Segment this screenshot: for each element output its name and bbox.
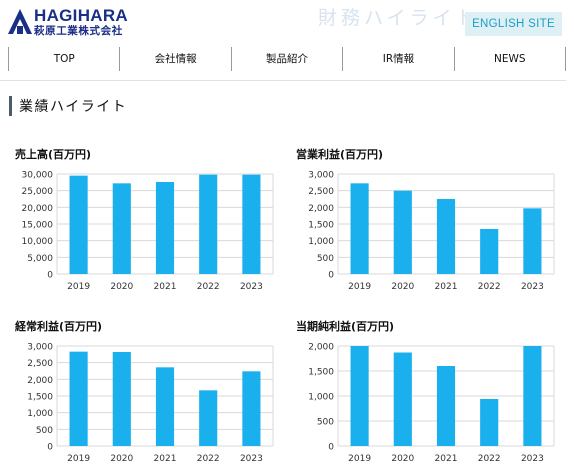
y-tick-label: 500 — [317, 254, 334, 264]
y-tick-label: 2,500 — [27, 359, 53, 369]
english-site-button[interactable]: ENGLISH SITE — [465, 12, 562, 36]
bar — [242, 174, 261, 274]
page-heading: 財務ハイライト — [318, 7, 479, 29]
y-tick-label: 2,000 — [308, 204, 334, 214]
y-tick-label: 20,000 — [22, 204, 54, 214]
bar — [242, 371, 261, 446]
y-tick-label: 30,000 — [22, 171, 54, 181]
x-tick-label: 2023 — [240, 454, 263, 464]
x-tick-label: 2022 — [197, 454, 220, 464]
x-tick-label: 2021 — [435, 454, 458, 464]
hagihara-logo-icon — [8, 9, 32, 34]
main-nav: TOP 会社情報 製品紹介 IR情報 NEWS — [8, 47, 566, 71]
bar — [199, 390, 218, 446]
x-tick-label: 2019 — [348, 282, 371, 292]
logo-name: HAGIHARA — [34, 6, 129, 25]
section-heading: 業績ハイライト — [9, 96, 127, 116]
x-tick-label: 2021 — [154, 454, 177, 464]
y-tick-label: 1,500 — [308, 221, 334, 231]
chart-net-income: 当期純利益(百万円) 0 500 1,000 1,500 2,000 2019 2020 20… — [296, 318, 564, 468]
x-tick-label: 2020 — [110, 282, 133, 292]
bar — [112, 352, 131, 446]
y-tick-label: 500 — [317, 418, 334, 428]
x-tick-label: 2023 — [521, 282, 544, 292]
bar — [393, 190, 412, 274]
chart-net-sales: 売上高(百万円) 0 5,000 10,000 15,000 20,000 25,000 3… — [15, 146, 283, 296]
y-tick-label: 3,000 — [27, 343, 53, 353]
bar — [350, 183, 369, 274]
bar — [480, 229, 499, 274]
bar — [523, 346, 542, 446]
bar — [112, 183, 131, 274]
bar — [523, 208, 542, 274]
bar-chart-svg: 0 500 1,000 1,500 2,000 2019 2020 2021 2022 2023 — [308, 343, 555, 464]
y-tick-label: 25,000 — [22, 187, 54, 197]
x-tick-label: 2019 — [67, 454, 90, 464]
chart-title: 営業利益(百万円) — [296, 148, 384, 161]
logo-subtitle: 萩原工業株式会社 — [34, 25, 123, 37]
nav-item-top[interactable]: TOP — [9, 47, 121, 71]
y-tick-label: 2,000 — [27, 376, 53, 386]
bar — [69, 175, 88, 274]
y-tick-label: 1,000 — [27, 409, 53, 419]
nav-item-company[interactable]: 会社情報 — [120, 47, 232, 71]
bar-chart-svg: 0 5,000 10,000 15,000 20,000 25,000 30,000 2019… — [22, 171, 274, 292]
x-tick-label: 2023 — [240, 282, 263, 292]
y-tick-label: 1,000 — [308, 393, 334, 403]
x-tick-label: 2023 — [521, 454, 544, 464]
y-tick-label: 1,000 — [308, 237, 334, 247]
x-tick-label: 2021 — [154, 282, 177, 292]
nav-divider — [0, 80, 566, 81]
y-tick-label: 10,000 — [22, 237, 54, 247]
x-tick-label: 2022 — [478, 282, 501, 292]
x-tick-label: 2022 — [478, 454, 501, 464]
y-tick-label: 15,000 — [22, 221, 54, 231]
x-tick-label: 2020 — [391, 454, 414, 464]
y-tick-label: 0 — [47, 443, 53, 453]
section-title: 業績ハイライト — [19, 99, 128, 115]
bar-chart-svg: 0 500 1,000 1,500 2,000 2,500 3,000 2019 2020 202… — [27, 343, 274, 464]
x-tick-label: 2021 — [435, 282, 458, 292]
bar — [69, 351, 88, 446]
y-tick-label: 1,500 — [308, 368, 334, 378]
y-tick-label: 0 — [328, 443, 334, 453]
chart-title: 売上高(百万円) — [15, 148, 92, 161]
bar — [350, 346, 369, 446]
chart-title: 経常利益(百万円) — [15, 320, 103, 333]
x-tick-label: 2020 — [110, 454, 133, 464]
section-accent-bar — [9, 96, 12, 116]
nav-item-news[interactable]: NEWS — [455, 47, 566, 71]
y-tick-label: 1,500 — [27, 393, 53, 403]
bar — [436, 366, 456, 446]
x-tick-label: 2019 — [348, 454, 371, 464]
x-tick-label: 2022 — [197, 282, 220, 292]
bar — [155, 182, 175, 274]
y-tick-label: 500 — [36, 426, 53, 436]
bar — [199, 174, 218, 274]
bar-chart-svg: 0 500 1,000 1,500 2,000 2,500 3,000 2019 2020 202… — [308, 171, 555, 292]
x-tick-label: 2019 — [67, 282, 90, 292]
y-tick-label: 2,500 — [308, 187, 334, 197]
y-tick-label: 5,000 — [27, 254, 53, 264]
y-tick-label: 0 — [47, 271, 53, 281]
y-tick-label: 2,000 — [308, 343, 334, 353]
chart-operating-income: 営業利益(百万円) 0 500 1,000 1,500 2,000 2,500 3,000 2… — [296, 146, 564, 296]
bar — [436, 199, 456, 274]
company-logo[interactable]: HAGIHARA 萩原工業株式会社 — [8, 6, 168, 40]
nav-item-ir[interactable]: IR情報 — [343, 47, 455, 71]
y-tick-label: 3,000 — [308, 171, 334, 181]
bar — [480, 399, 499, 446]
y-tick-label: 0 — [328, 271, 334, 281]
bar — [155, 367, 175, 446]
bar — [393, 352, 412, 446]
chart-title: 当期純利益(百万円) — [296, 320, 395, 333]
chart-ordinary-income: 経常利益(百万円) 0 500 1,000 1,500 2,000 2,500 3,000 2… — [15, 318, 283, 468]
nav-item-products[interactable]: 製品紹介 — [232, 47, 344, 71]
x-tick-label: 2020 — [391, 282, 414, 292]
